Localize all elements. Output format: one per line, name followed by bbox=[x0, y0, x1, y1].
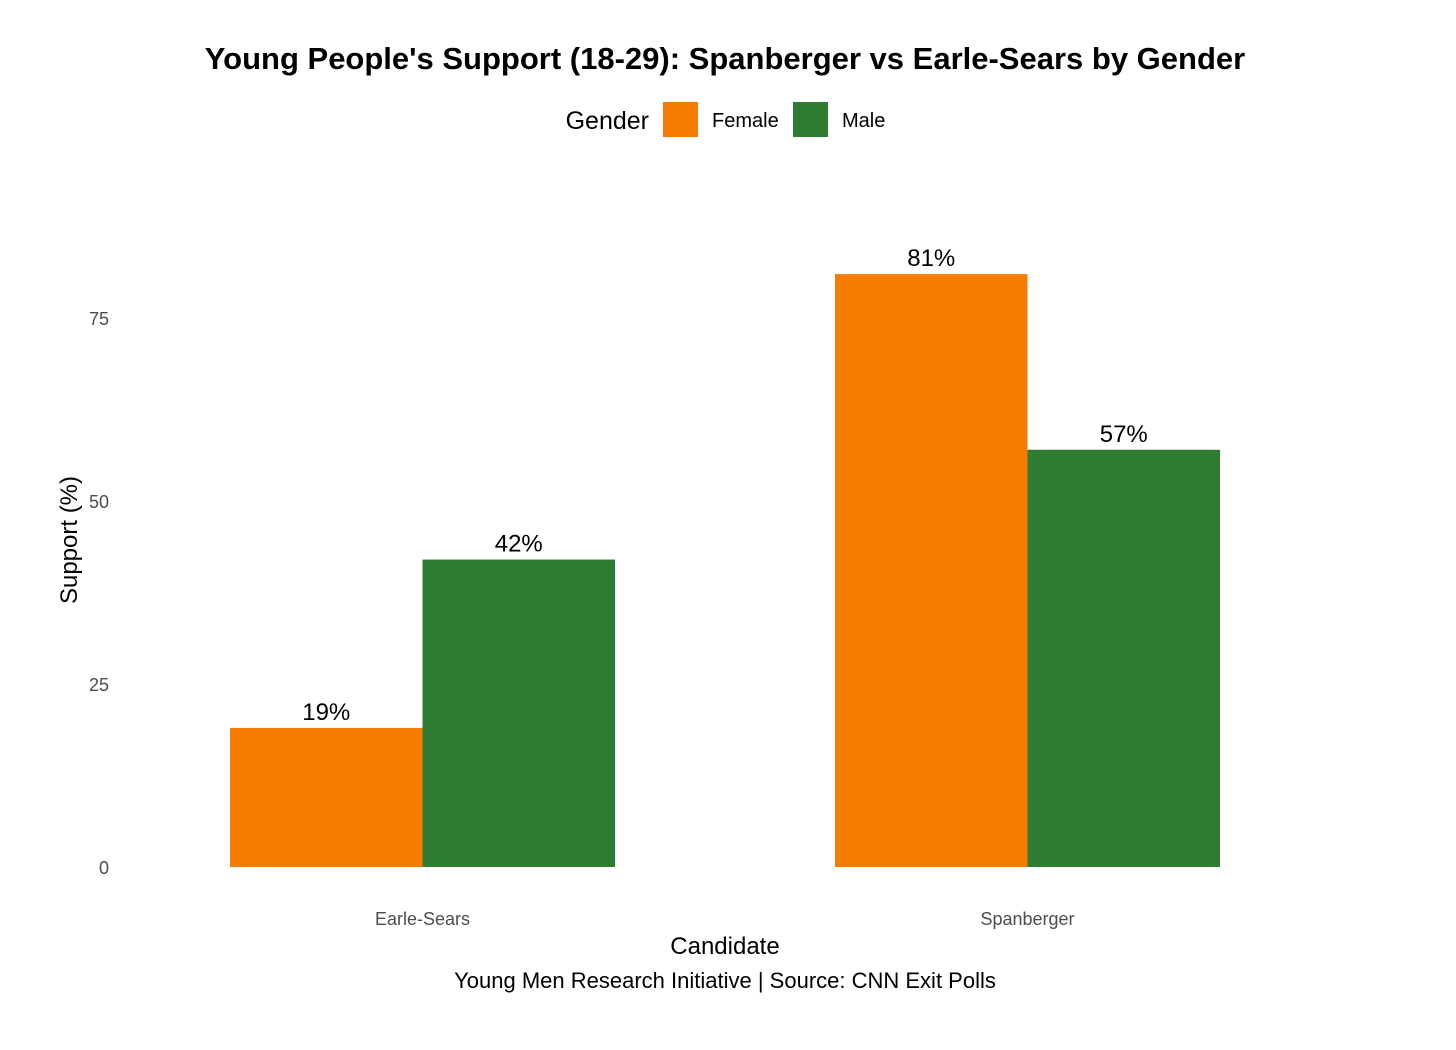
legend-swatch-male bbox=[793, 102, 828, 137]
y-tick-label: 50 bbox=[89, 492, 109, 512]
bars bbox=[230, 274, 1220, 868]
x-axis-title: Candidate bbox=[670, 933, 779, 960]
bar-spanberger-female bbox=[835, 274, 1028, 868]
y-axis-ticks: 0 25 50 75 bbox=[89, 309, 109, 878]
data-label-earle-sears-male: 42% bbox=[495, 531, 543, 558]
legend-swatch-female bbox=[663, 102, 698, 137]
x-tick-label: Earle-Sears bbox=[375, 909, 470, 929]
chart-caption: Young Men Research Initiative | Source: … bbox=[454, 968, 996, 993]
bar-labels: 19% 42% 81% 57% bbox=[302, 245, 1148, 726]
y-axis-title: Support (%) bbox=[56, 476, 83, 604]
x-axis-ticks: Earle-Sears Spanberger bbox=[375, 909, 1075, 929]
y-tick-label: 0 bbox=[99, 858, 109, 878]
data-label-earle-sears-female: 19% bbox=[302, 699, 350, 726]
bar-earle-sears-male bbox=[422, 559, 615, 867]
legend-label-female: Female bbox=[712, 110, 779, 132]
bar-earle-sears-female bbox=[230, 727, 423, 867]
y-tick-label: 75 bbox=[89, 309, 109, 329]
legend-label-male: Male bbox=[842, 110, 885, 132]
bar-spanberger-male bbox=[1027, 449, 1220, 867]
legend: Gender Female Male bbox=[566, 102, 885, 137]
legend-title: Gender bbox=[566, 107, 649, 135]
chart-title: Young People's Support (18-29): Spanberg… bbox=[205, 41, 1245, 76]
x-tick-label: Spanberger bbox=[980, 909, 1074, 929]
data-label-spanberger-male: 57% bbox=[1100, 421, 1148, 448]
data-label-spanberger-female: 81% bbox=[907, 245, 955, 272]
y-tick-label: 25 bbox=[89, 675, 109, 695]
